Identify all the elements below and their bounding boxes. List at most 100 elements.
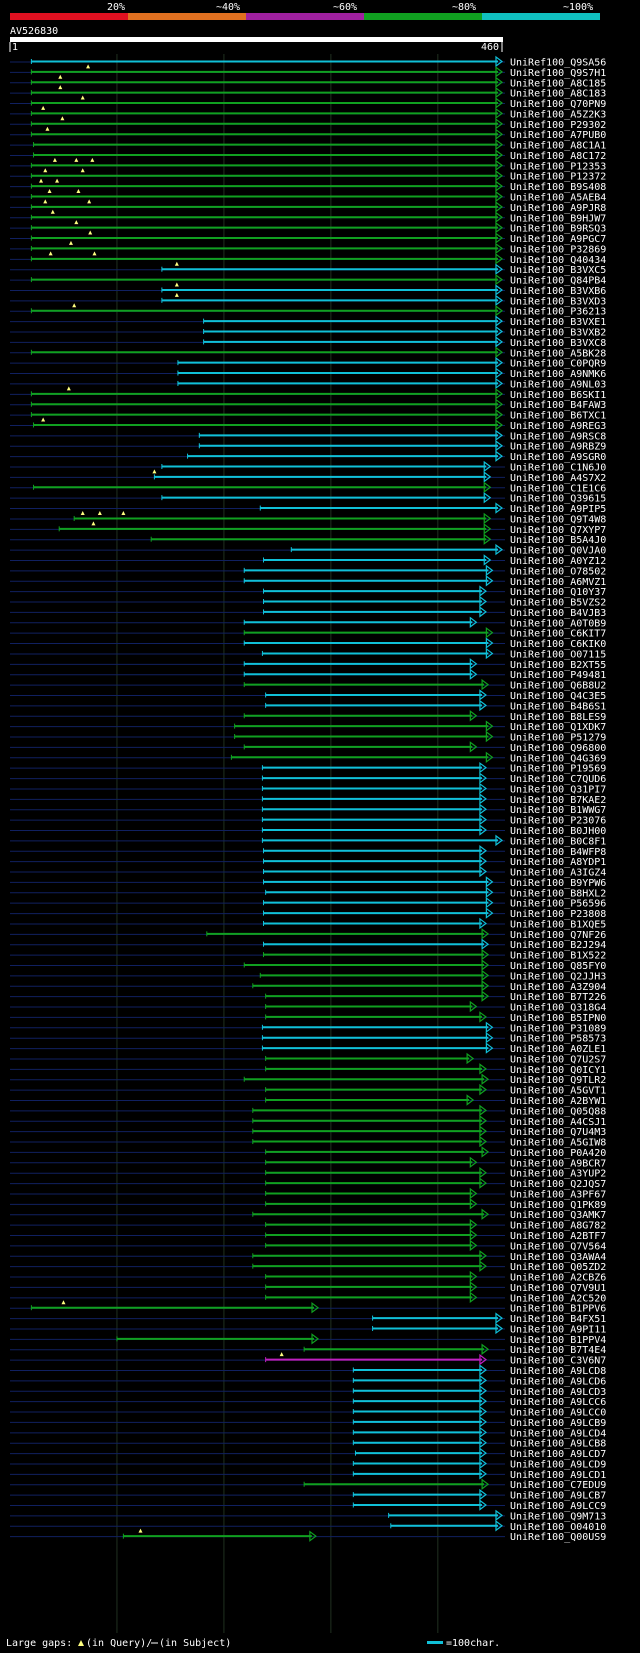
- hit-label[interactable]: UniRef100_B9YPW6: [510, 878, 606, 889]
- hit-label[interactable]: UniRef100_B7T226: [510, 992, 606, 1003]
- hit-label[interactable]: UniRef100_P58573: [510, 1034, 606, 1045]
- hit-row[interactable]: UniRef100_O04010: [10, 1520, 606, 1533]
- hit-label[interactable]: UniRef100_B8HXL2: [510, 888, 606, 899]
- hit-label[interactable]: UniRef100_A2BYW1: [510, 1096, 606, 1107]
- hit-label[interactable]: UniRef100_B5VZS2: [510, 598, 606, 609]
- hit-row[interactable]: UniRef100_C6KIK0: [10, 637, 606, 651]
- hit-label[interactable]: UniRef100_P32869: [510, 244, 606, 255]
- hit-label[interactable]: UniRef100_B6TXC1: [510, 411, 606, 422]
- hit-row[interactable]: UniRef100_A9REG3: [10, 417, 606, 432]
- hit-label[interactable]: UniRef100_A5GIW8: [510, 1138, 606, 1149]
- hit-label[interactable]: UniRef100_A9LCB7: [510, 1491, 606, 1502]
- hit-label[interactable]: UniRef100_Q00US9: [510, 1532, 606, 1543]
- hit-row[interactable]: UniRef100_Q05ZD2: [10, 1260, 606, 1274]
- hit-label[interactable]: UniRef100_B3VXE1: [510, 317, 606, 328]
- hit-row[interactable]: UniRef100_Q9M713: [10, 1509, 606, 1523]
- hit-label[interactable]: UniRef100_P49481: [510, 670, 606, 681]
- hit-label[interactable]: UniRef100_A9PI11: [510, 1324, 606, 1335]
- hit-row[interactable]: UniRef100_B5IPN0: [10, 1011, 606, 1024]
- hit-row[interactable]: UniRef100_A0T0B9: [10, 616, 606, 630]
- hit-row[interactable]: UniRef100_A2C520: [10, 1291, 606, 1305]
- hit-row[interactable]: UniRef100_A9NMK6: [10, 367, 606, 381]
- hit-row[interactable]: UniRef100_P0A420: [10, 1146, 606, 1159]
- hit-row[interactable]: UniRef100_B1PPV4: [10, 1333, 606, 1346]
- hit-label[interactable]: UniRef100_P12353: [510, 161, 606, 172]
- hit-row[interactable]: UniRef100_A0ZLE1: [10, 1042, 606, 1056]
- hit-row[interactable]: UniRef100_A5BK28: [10, 346, 606, 360]
- hit-label[interactable]: UniRef100_A9LCD4: [510, 1428, 606, 1439]
- hit-row[interactable]: UniRef100_Q4C3E5: [10, 689, 606, 702]
- hit-row[interactable]: UniRef100_Q7NF26: [10, 928, 606, 941]
- hit-label[interactable]: UniRef100_A2BTF7: [510, 1231, 606, 1242]
- hit-label[interactable]: UniRef100_A9LCD7: [510, 1449, 606, 1460]
- hit-row[interactable]: UniRef100_B8HXL2: [10, 886, 606, 900]
- hit-row[interactable]: UniRef100_A8G782: [10, 1218, 606, 1232]
- hit-label[interactable]: UniRef100_B4VJB3: [510, 608, 606, 619]
- hit-label[interactable]: UniRef100_P36213: [510, 307, 606, 318]
- hit-row[interactable]: UniRef100_A4CSJ1: [10, 1115, 606, 1128]
- hit-label[interactable]: UniRef100_Q70PN9: [510, 99, 606, 110]
- hit-label[interactable]: UniRef100_P56596: [510, 899, 606, 910]
- hit-label[interactable]: UniRef100_A0ZLE1: [510, 1044, 606, 1055]
- hit-row[interactable]: UniRef100_Q7XYP7: [10, 521, 606, 536]
- hit-row[interactable]: UniRef100_B8LES9: [10, 710, 606, 723]
- hit-row[interactable]: UniRef100_Q84PB4: [10, 273, 606, 287]
- hit-label[interactable]: UniRef100_B3VXB6: [510, 286, 606, 297]
- hit-label[interactable]: UniRef100_Q1PK89: [510, 1200, 606, 1211]
- hit-row[interactable]: UniRef100_A9LCC9: [10, 1499, 606, 1513]
- hit-label[interactable]: UniRef100_A8C1A1: [510, 141, 606, 152]
- hit-row[interactable]: UniRef100_B7KAE2: [10, 793, 606, 806]
- hit-label[interactable]: UniRef100_Q7NF26: [510, 930, 606, 941]
- hit-row[interactable]: UniRef100_A8YDP1: [10, 855, 606, 869]
- hit-row[interactable]: UniRef100_A9LCC0: [10, 1405, 606, 1419]
- hit-row[interactable]: UniRef100_A9BCR7: [10, 1156, 606, 1170]
- hit-label[interactable]: UniRef100_C6KIT7: [510, 629, 606, 640]
- hit-label[interactable]: UniRef100_B4B6S1: [510, 701, 606, 712]
- hit-label[interactable]: UniRef100_B2XT55: [510, 660, 606, 671]
- hit-row[interactable]: UniRef100_B1WWG7: [10, 803, 606, 817]
- hit-label[interactable]: UniRef100_Q2JQS7: [510, 1179, 606, 1190]
- hit-row[interactable]: UniRef100_C7EDU9: [10, 1478, 606, 1492]
- hit-row[interactable]: UniRef100_B4FAW3: [10, 398, 606, 412]
- hit-label[interactable]: UniRef100_O07115: [510, 649, 606, 660]
- hit-row[interactable]: UniRef100_B6SKI1: [10, 386, 606, 401]
- hit-label[interactable]: UniRef100_Q9TLR2: [510, 1075, 606, 1086]
- hit-label[interactable]: UniRef100_Q6B8U2: [510, 681, 606, 692]
- hit-label[interactable]: UniRef100_Q7XYP7: [510, 525, 606, 536]
- hit-label[interactable]: UniRef100_A9LCB8: [510, 1439, 606, 1450]
- hit-label[interactable]: UniRef100_Q1XDK7: [510, 722, 606, 733]
- hit-row[interactable]: UniRef100_B5VZS2: [10, 595, 606, 609]
- hit-label[interactable]: UniRef100_A5GVT1: [510, 1086, 606, 1097]
- hit-label[interactable]: UniRef100_A3IGZ4: [510, 868, 606, 879]
- hit-label[interactable]: UniRef100_A9SGR0: [510, 452, 606, 463]
- hit-row[interactable]: UniRef100_B3VXE1: [10, 315, 606, 329]
- hit-label[interactable]: UniRef100_B8LES9: [510, 712, 606, 723]
- hit-row[interactable]: UniRef100_Q4G369: [10, 751, 606, 765]
- hit-row[interactable]: UniRef100_B9HJW7: [10, 209, 606, 225]
- hit-label[interactable]: UniRef100_A9LCC6: [510, 1397, 606, 1408]
- hit-row[interactable]: UniRef100_A3YUP2: [10, 1166, 606, 1180]
- hit-row[interactable]: UniRef100_A5GVT1: [10, 1083, 606, 1097]
- hit-label[interactable]: UniRef100_P12372: [510, 172, 606, 183]
- hit-label[interactable]: UniRef100_P29302: [510, 120, 606, 131]
- hit-label[interactable]: UniRef100_B3VXC8: [510, 338, 606, 349]
- hit-row[interactable]: UniRef100_Q9SA56: [10, 55, 606, 69]
- hit-label[interactable]: UniRef100_Q0VJA0: [510, 546, 606, 557]
- hit-row[interactable]: UniRef100_P12353: [10, 157, 606, 173]
- hit-label[interactable]: UniRef100_Q4C3E5: [510, 691, 606, 702]
- hit-row[interactable]: UniRef100_P31089: [10, 1021, 606, 1035]
- hit-label[interactable]: UniRef100_A9NMK6: [510, 369, 606, 380]
- hit-row[interactable]: UniRef100_A9LCD6: [10, 1374, 606, 1388]
- hit-row[interactable]: UniRef100_B1XQE5: [10, 917, 606, 931]
- hit-label[interactable]: UniRef100_Q9SA56: [510, 58, 606, 69]
- hit-label[interactable]: UniRef100_P19569: [510, 764, 606, 775]
- hit-label[interactable]: UniRef100_B1PPV4: [510, 1335, 606, 1346]
- hit-label[interactable]: UniRef100_B0C8F1: [510, 836, 606, 847]
- hit-label[interactable]: UniRef100_B1XQE5: [510, 919, 606, 930]
- hit-row[interactable]: UniRef100_P56596: [10, 896, 606, 910]
- hit-row[interactable]: UniRef100_C0PQR9: [10, 356, 606, 370]
- hit-row[interactable]: UniRef100_B2XT55: [10, 658, 606, 671]
- hit-row[interactable]: UniRef100_A9PIP5: [10, 502, 606, 516]
- hit-row[interactable]: UniRef100_B4VJB3: [10, 606, 606, 619]
- hit-label[interactable]: UniRef100_B3VXC5: [510, 265, 606, 276]
